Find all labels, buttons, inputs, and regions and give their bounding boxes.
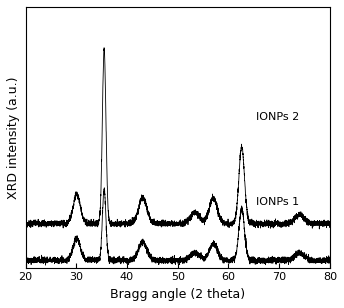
Text: IONPs 1: IONPs 1 (256, 197, 300, 207)
Text: IONPs 2: IONPs 2 (256, 112, 300, 122)
X-axis label: Bragg angle (2 theta): Bragg angle (2 theta) (110, 288, 245, 301)
Y-axis label: XRD intensity (a.u.): XRD intensity (a.u.) (7, 76, 20, 199)
